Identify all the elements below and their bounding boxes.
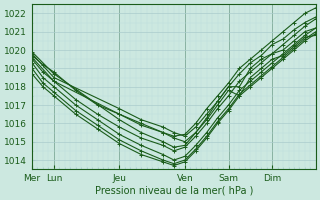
X-axis label: Pression niveau de la mer( hPa ): Pression niveau de la mer( hPa ) <box>95 186 253 196</box>
